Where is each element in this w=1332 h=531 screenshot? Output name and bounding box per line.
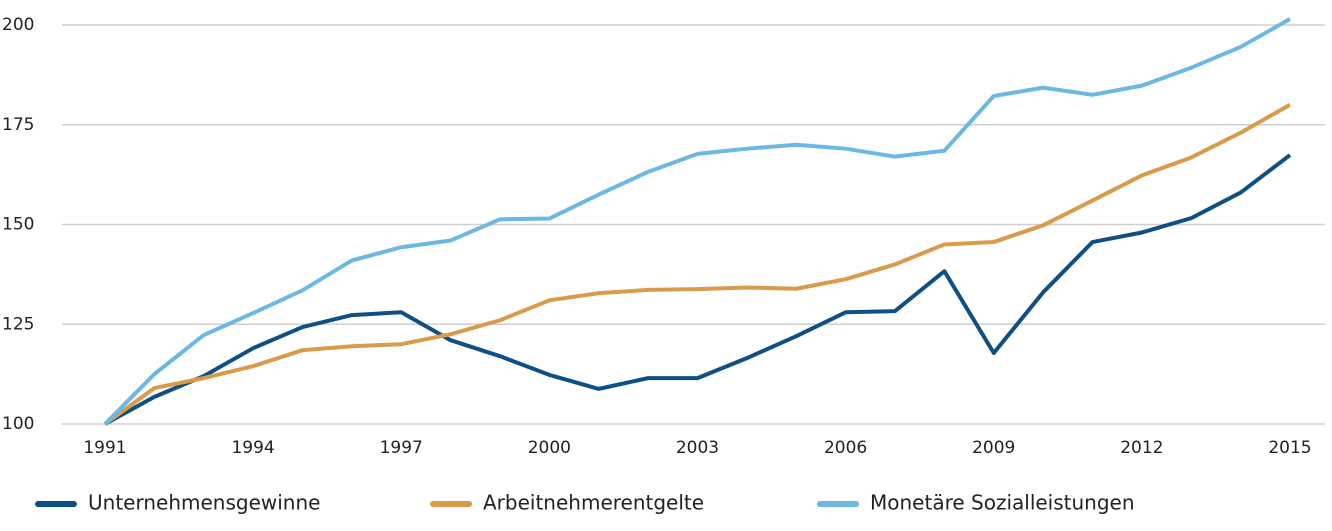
x-tick-label: 1991 [83,438,126,458]
y-tick-label: 150 [2,215,34,235]
x-tick-label: 2009 [972,438,1015,458]
x-tick-label: 2012 [1120,438,1163,458]
x-tick-label: 2006 [824,438,867,458]
y-tick-label: 125 [2,314,34,334]
series-line [104,153,1292,426]
legend-label: Monetäre Sozialleistungen [870,491,1135,515]
x-tick-label: 2015 [1268,438,1311,458]
y-tick-label: 200 [2,15,34,35]
x-tick-label: 1997 [380,438,423,458]
x-tick-label: 2000 [528,438,571,458]
y-tick-label: 100 [2,414,34,434]
series-line [103,17,1291,426]
legend-label: Unternehmensgewinne [88,491,320,515]
x-tick-label: 2003 [676,438,719,458]
series-line [103,103,1291,426]
x-tick-label: 1994 [231,438,274,458]
y-tick-label: 175 [2,115,34,135]
legend-label: Arbeitnehmerentgelte [483,491,704,515]
